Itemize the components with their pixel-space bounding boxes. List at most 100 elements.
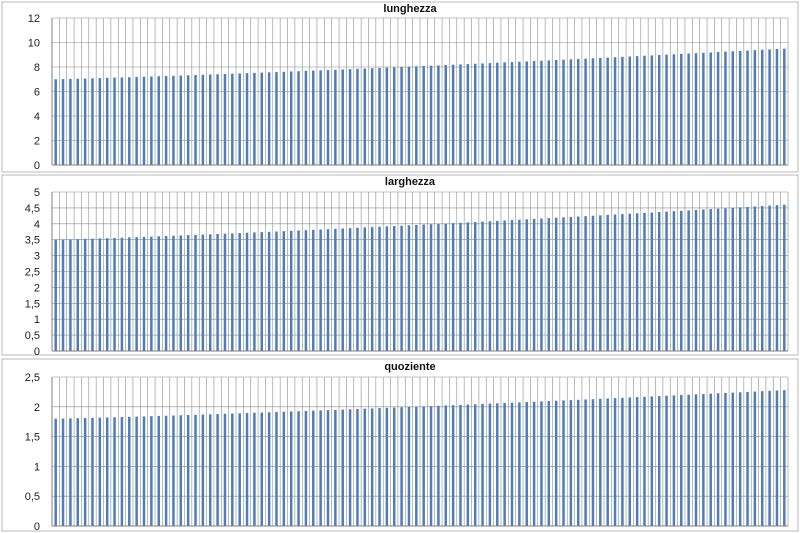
bar-10 (120, 77, 124, 165)
bar-29 (260, 232, 264, 351)
bar-55 (451, 405, 455, 526)
bar-24 (223, 233, 227, 351)
y-tick-label: 4 (34, 219, 40, 231)
bar-26 (238, 73, 241, 165)
bar-31 (275, 231, 278, 351)
bar-15 (157, 236, 160, 351)
bar-53 (437, 405, 440, 526)
bar-27 (245, 73, 249, 165)
bar-41 (348, 69, 352, 165)
bar-38 (326, 70, 330, 165)
bar-31 (275, 411, 278, 526)
bar-33 (289, 411, 293, 526)
y-tick-label: 0,5 (25, 330, 40, 342)
bar-51 (422, 224, 425, 351)
bar-62 (503, 62, 506, 165)
bar-10 (120, 417, 124, 526)
bar-32 (282, 71, 286, 165)
bar-62 (503, 220, 506, 351)
bar-83 (657, 212, 661, 351)
bar-67 (540, 60, 543, 165)
bar-73 (584, 216, 587, 351)
bar-14 (150, 416, 153, 526)
bar-8 (105, 238, 109, 351)
bar-94 (738, 392, 742, 526)
bar-45 (378, 408, 381, 526)
bar-74 (591, 399, 595, 526)
bar-49 (407, 406, 411, 526)
bar-61 (496, 403, 499, 526)
bar-42 (356, 68, 359, 165)
bar-43 (363, 68, 367, 165)
bar-2 (61, 79, 65, 165)
bar-83 (657, 55, 661, 165)
bar-28 (253, 412, 256, 526)
y-tick-label: 1,5 (25, 432, 40, 444)
bar-90 (709, 393, 712, 526)
y-tick-label: 2,5 (25, 372, 40, 384)
bar-66 (532, 61, 536, 165)
y-tick-label: 0,5 (25, 491, 40, 503)
bar-29 (260, 412, 264, 526)
bar-68 (547, 401, 551, 526)
bar-87 (687, 53, 690, 165)
bar-82 (650, 55, 654, 165)
bar-47 (392, 407, 396, 526)
bar-99 (775, 49, 779, 165)
bar-43 (363, 408, 367, 526)
bar-76 (606, 57, 609, 165)
bar-89 (702, 209, 705, 351)
bar-1 (54, 79, 57, 165)
bar-63 (510, 402, 514, 526)
bar-82 (650, 212, 654, 351)
bar-93 (731, 392, 735, 526)
bar-5 (83, 78, 87, 165)
bar-70 (562, 59, 565, 165)
bar-99 (775, 205, 779, 351)
bar-59 (481, 403, 484, 526)
bar-73 (584, 58, 587, 165)
bar-99 (775, 390, 779, 526)
bar-36 (312, 229, 315, 351)
bar-77 (613, 214, 617, 351)
bar-23 (216, 233, 219, 351)
bar-15 (157, 415, 160, 526)
bar-36 (312, 410, 315, 526)
bar-95 (746, 206, 749, 351)
bar-56 (459, 222, 462, 351)
bar-9 (113, 237, 116, 351)
bar-11 (128, 77, 131, 165)
bar-19 (186, 75, 190, 165)
bar-54 (444, 65, 448, 165)
bar-53 (437, 223, 440, 351)
bar-26 (238, 233, 241, 351)
bar-72 (576, 58, 580, 165)
bar-25 (231, 73, 234, 165)
bar-82 (650, 396, 654, 526)
bar-79 (628, 56, 632, 165)
bar-24 (223, 73, 227, 165)
bar-84 (665, 211, 668, 351)
bar-89 (702, 394, 705, 526)
bar-95 (746, 50, 749, 165)
bar-13 (142, 76, 146, 165)
chart-panel-3: quoziente 0 0,5 1 1,5 2 2,5 (1, 358, 799, 533)
bar-65 (525, 219, 528, 351)
y-tick-label: 4 (34, 111, 40, 123)
bar-35 (304, 410, 308, 526)
bar-9 (113, 77, 116, 165)
bar-20 (194, 414, 197, 526)
bar-22 (208, 234, 212, 351)
bar-36 (312, 70, 315, 165)
bar-6 (91, 417, 94, 526)
bar-85 (672, 54, 676, 165)
bar-14 (150, 76, 153, 165)
bar-4 (76, 418, 80, 526)
bar-54 (444, 223, 448, 351)
bar-20 (194, 75, 197, 165)
bar-48 (400, 225, 403, 351)
chart-panel-2: larghezza 0 0,5 1 1,5 2 2,5 3 3,5 4 4,5 5 (1, 174, 799, 358)
bar-46 (385, 226, 389, 351)
